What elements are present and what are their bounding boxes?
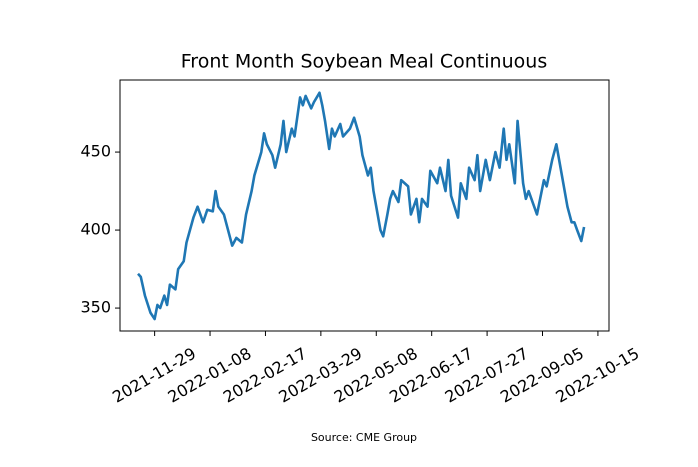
y-tick-label: 350 xyxy=(80,298,111,317)
plot-frame xyxy=(119,79,610,332)
data-line xyxy=(137,91,586,321)
y-tick-label: 450 xyxy=(80,142,111,161)
chart-title: Front Month Soybean Meal Continuous xyxy=(181,51,547,73)
source-note: Source: CME Group xyxy=(311,431,417,444)
y-tick-label: 400 xyxy=(80,220,111,239)
